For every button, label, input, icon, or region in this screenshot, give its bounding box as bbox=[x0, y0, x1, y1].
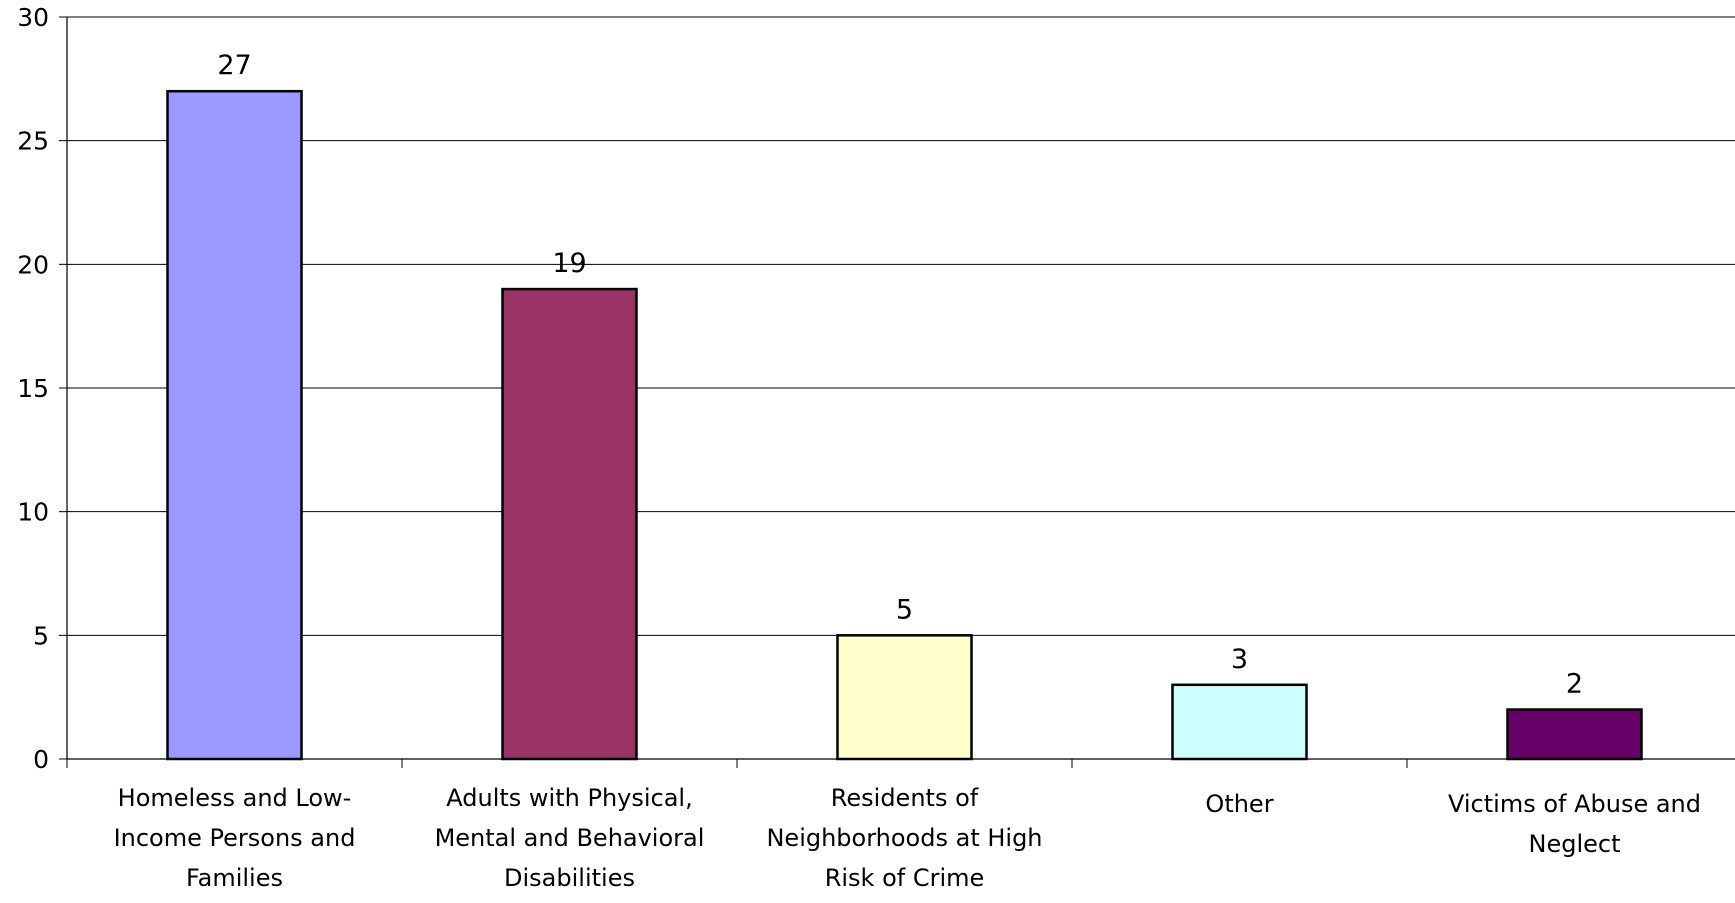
x-category-label-line: Other bbox=[1205, 790, 1273, 818]
x-category-label-line: Risk of Crime bbox=[825, 864, 985, 892]
y-tick-label: 20 bbox=[17, 250, 49, 279]
data-label: 19 bbox=[552, 248, 586, 279]
bar bbox=[166, 89, 303, 761]
bar bbox=[1506, 708, 1643, 761]
x-category-label: Victims of Abuse and Neglect bbox=[1448, 790, 1701, 858]
x-category-label-line: Families bbox=[186, 864, 283, 892]
x-category-label-line: Income Persons and bbox=[114, 824, 356, 852]
y-tick-label: 15 bbox=[17, 374, 49, 403]
bar bbox=[501, 287, 638, 761]
x-category-label-line: Neglect bbox=[1529, 830, 1621, 858]
y-tick-label: 25 bbox=[17, 127, 49, 156]
y-tick-label: 5 bbox=[33, 621, 49, 650]
data-label: 2 bbox=[1566, 669, 1583, 700]
data-label: 5 bbox=[896, 594, 913, 625]
x-category-label: Residents of Neighborhoods at High Risk of… bbox=[766, 784, 1042, 892]
data-label: 27 bbox=[217, 50, 251, 81]
x-category-label-line: Mental and Behavioral bbox=[435, 824, 705, 852]
axes bbox=[59, 16, 1735, 768]
x-category-label: Homeless and Low- Income Persons and Famil… bbox=[114, 784, 356, 892]
y-tick-label: 10 bbox=[17, 498, 49, 527]
y-tick-label: 0 bbox=[33, 745, 49, 774]
data-label: 3 bbox=[1231, 644, 1248, 675]
x-category-label-line: Residents of bbox=[831, 784, 979, 812]
y-tick-label: 30 bbox=[17, 3, 49, 32]
x-category-label-line: Adults with Physical, bbox=[446, 784, 692, 812]
x-category-label-line: Homeless and Low- bbox=[118, 784, 352, 812]
x-category-label-line: Disabilities bbox=[504, 864, 635, 892]
bars bbox=[166, 89, 1643, 761]
gridlines bbox=[67, 16, 1735, 636]
x-category-label-line: Victims of Abuse and bbox=[1448, 790, 1701, 818]
bar bbox=[1171, 683, 1308, 761]
x-category-label: Other bbox=[1205, 790, 1273, 818]
labels: 0 5 10 15 20 25 30 27 19 5 3 2 Homeless and Low- Inco… bbox=[17, 3, 1701, 892]
bar bbox=[836, 634, 973, 761]
x-category-label-line: Neighborhoods at High bbox=[766, 824, 1042, 852]
x-category-label: Adults with Physical, Mental and Behavior… bbox=[435, 784, 705, 892]
